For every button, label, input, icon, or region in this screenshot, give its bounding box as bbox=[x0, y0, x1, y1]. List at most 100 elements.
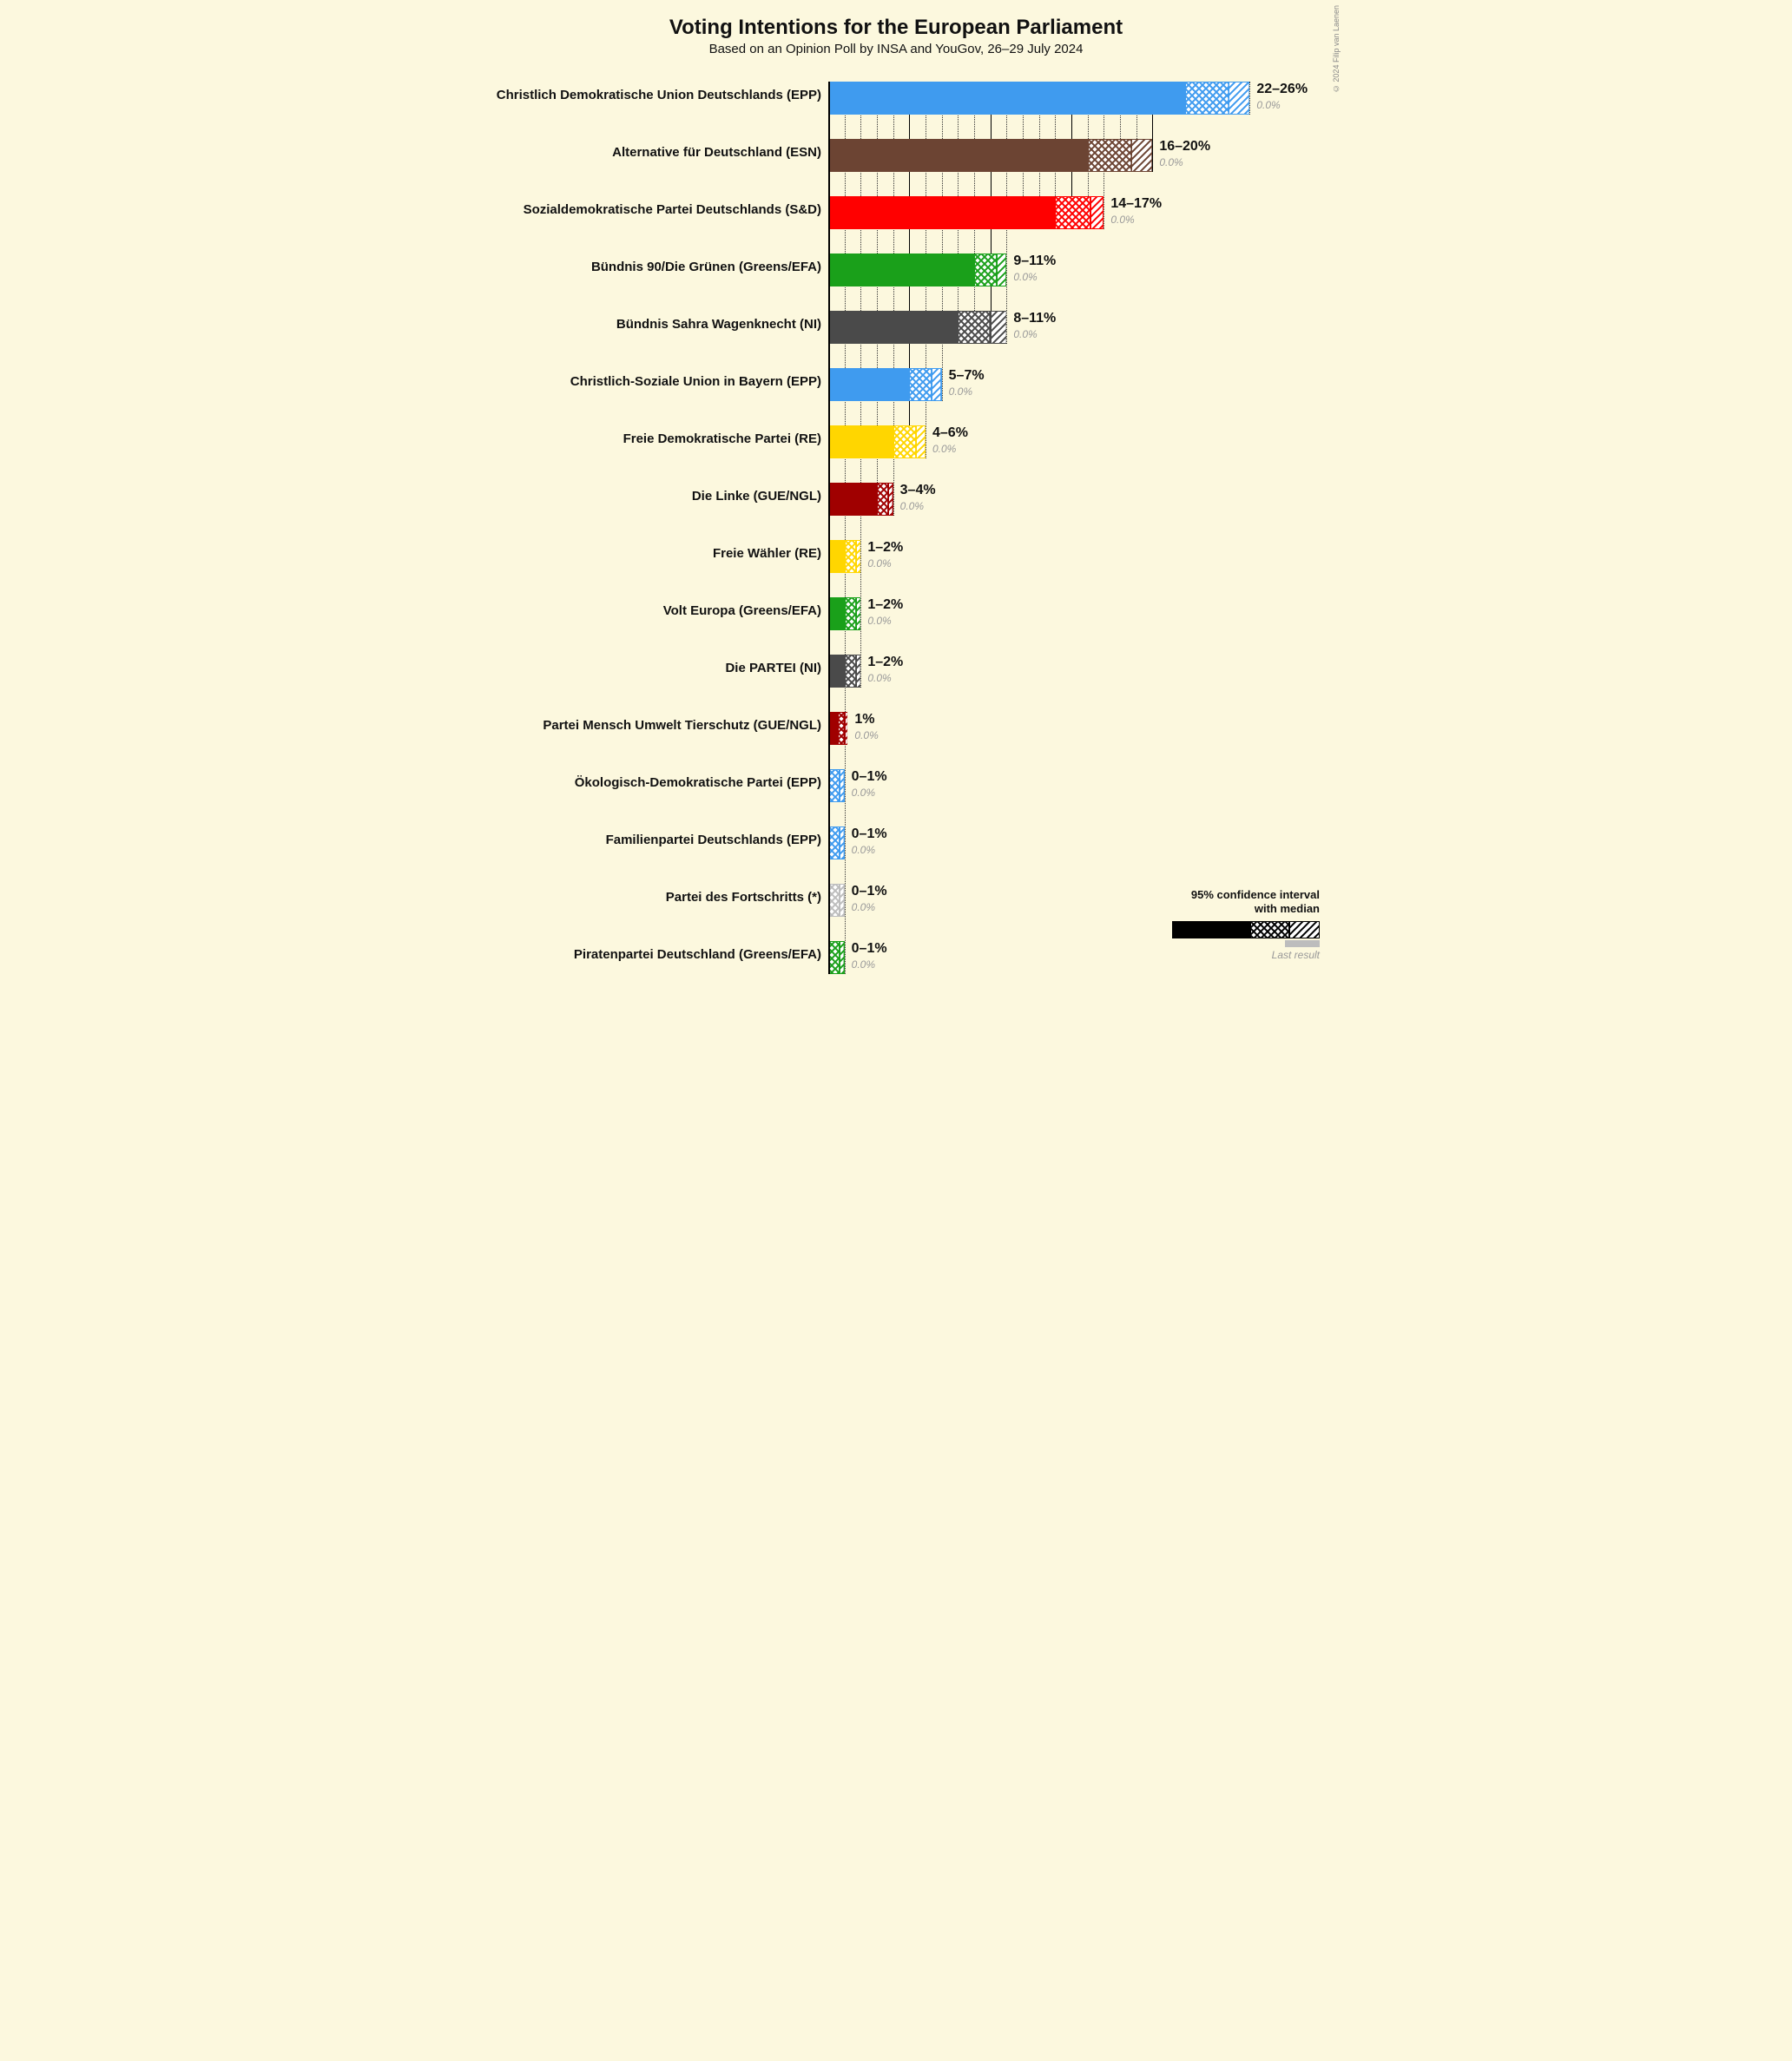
minor-gridline bbox=[942, 82, 943, 401]
bar-crosshatch bbox=[1088, 139, 1131, 172]
party-label: Christlich Demokratische Union Deutschla… bbox=[497, 88, 821, 102]
bar-diagonal bbox=[991, 311, 1007, 344]
party-row: Partei Mensch Umwelt Tierschutz (GUE/NGL… bbox=[448, 707, 1344, 750]
bar-solid bbox=[828, 425, 893, 458]
range-label: 1–2% bbox=[867, 655, 903, 670]
range-label: 0–1% bbox=[852, 769, 887, 785]
bar-diagonal bbox=[916, 425, 926, 458]
chart-page: Voting Intentions for the European Parli… bbox=[448, 0, 1344, 1030]
last-result-label: 0.0% bbox=[867, 557, 891, 570]
bar-diagonal bbox=[932, 368, 941, 401]
bar-diagonal bbox=[840, 884, 845, 917]
last-result-label: 0.0% bbox=[1256, 99, 1280, 111]
last-result-label: 0.0% bbox=[1110, 214, 1134, 226]
last-result-label: 0.0% bbox=[852, 958, 875, 971]
party-label: Piratenpartei Deutschland (Greens/EFA) bbox=[574, 947, 821, 962]
party-label: Partei Mensch Umwelt Tierschutz (GUE/NGL… bbox=[543, 718, 821, 733]
bar-crosshatch bbox=[877, 483, 888, 516]
bar-diagonal bbox=[856, 655, 861, 688]
legend-title-line1: 95% confidence interval bbox=[1191, 888, 1320, 901]
party-label: Christlich-Soziale Union in Bayern (EPP) bbox=[570, 374, 821, 389]
bar-crosshatch bbox=[974, 254, 997, 286]
bar-solid bbox=[828, 311, 958, 344]
range-label: 8–11% bbox=[1013, 311, 1056, 326]
party-row: Christlich Demokratische Union Deutschla… bbox=[448, 76, 1344, 120]
last-result-label: 0.0% bbox=[867, 615, 891, 627]
bar-diagonal bbox=[845, 712, 848, 745]
bar-solid bbox=[828, 540, 845, 573]
last-result-label: 0.0% bbox=[854, 729, 878, 741]
party-label: Volt Europa (Greens/EFA) bbox=[663, 603, 821, 618]
range-label: 4–6% bbox=[932, 425, 968, 441]
party-label: Bündnis 90/Die Grünen (Greens/EFA) bbox=[591, 260, 821, 274]
range-label: 3–4% bbox=[900, 483, 936, 498]
bar-diagonal bbox=[856, 597, 861, 630]
party-label: Familienpartei Deutschlands (EPP) bbox=[606, 833, 821, 847]
bar-crosshatch bbox=[1055, 196, 1090, 229]
bar-solid bbox=[828, 254, 974, 286]
bar-solid bbox=[828, 196, 1055, 229]
bar-diagonal bbox=[1131, 139, 1152, 172]
last-result-label: 0.0% bbox=[949, 385, 972, 398]
legend-last-bar bbox=[1285, 940, 1320, 947]
legend-title-line2: with median bbox=[1255, 902, 1320, 915]
last-result-label: 0.0% bbox=[852, 787, 875, 799]
legend-seg-solid bbox=[1172, 921, 1250, 938]
party-label: Alternative für Deutschland (ESN) bbox=[612, 145, 821, 160]
bar-crosshatch bbox=[909, 368, 932, 401]
range-label: 14–17% bbox=[1110, 196, 1162, 212]
party-row: Sozialdemokratische Partei Deutschlands … bbox=[448, 191, 1344, 234]
range-label: 0–1% bbox=[852, 941, 887, 957]
last-result-label: 0.0% bbox=[1159, 156, 1183, 168]
chart-area: Christlich Demokratische Union Deutschla… bbox=[448, 69, 1344, 990]
range-label: 9–11% bbox=[1013, 254, 1056, 269]
bar-crosshatch bbox=[845, 540, 856, 573]
party-row: Bündnis 90/Die Grünen (Greens/EFA) 9–11% 0… bbox=[448, 248, 1344, 292]
party-row: Familienpartei Deutschlands (EPP)0–1%0.0… bbox=[448, 821, 1344, 865]
last-result-label: 0.0% bbox=[1013, 271, 1037, 283]
range-label: 1% bbox=[854, 712, 874, 728]
party-row: Freie Wähler (RE)1–2%0.0% bbox=[448, 535, 1344, 578]
legend-title: 95% confidence interval with median bbox=[1172, 888, 1320, 917]
party-label: Ökologisch-Demokratische Partei (EPP) bbox=[575, 775, 821, 790]
range-label: 16–20% bbox=[1159, 139, 1210, 155]
range-label: 0–1% bbox=[852, 884, 887, 899]
bar-diagonal bbox=[840, 941, 845, 974]
legend-seg-cross bbox=[1250, 921, 1289, 938]
last-result-label: 0.0% bbox=[852, 901, 875, 913]
range-label: 1–2% bbox=[867, 597, 903, 613]
party-label: Bündnis Sahra Wagenknecht (NI) bbox=[616, 317, 821, 332]
last-result-label: 0.0% bbox=[900, 500, 924, 512]
legend-bar bbox=[1172, 921, 1320, 938]
bar-diagonal bbox=[888, 483, 893, 516]
party-label: Die PARTEI (NI) bbox=[725, 661, 821, 675]
legend-seg-diag bbox=[1289, 921, 1320, 938]
legend: 95% confidence interval with median Last… bbox=[1172, 888, 1320, 962]
bar-crosshatch bbox=[893, 425, 916, 458]
bar-diagonal bbox=[997, 254, 1006, 286]
chart-subtitle: Based on an Opinion Poll by INSA and You… bbox=[448, 42, 1344, 56]
party-label: Die Linke (GUE/NGL) bbox=[692, 489, 821, 504]
bar-crosshatch bbox=[958, 311, 990, 344]
bar-solid bbox=[828, 655, 845, 688]
party-row: Die PARTEI (NI)1–2%0.0% bbox=[448, 649, 1344, 693]
bar-crosshatch bbox=[845, 597, 856, 630]
bar-crosshatch bbox=[845, 655, 856, 688]
range-label: 1–2% bbox=[867, 540, 903, 556]
bar-solid bbox=[828, 139, 1088, 172]
party-row: Christlich-Soziale Union in Bayern (EPP)… bbox=[448, 363, 1344, 406]
range-label: 22–26% bbox=[1256, 82, 1308, 97]
party-row: Bündnis Sahra Wagenknecht (NI)8–11%0.0% bbox=[448, 306, 1344, 349]
party-label: Freie Demokratische Partei (RE) bbox=[623, 431, 821, 446]
bar-diagonal bbox=[1090, 196, 1104, 229]
party-label: Sozialdemokratische Partei Deutschlands … bbox=[524, 202, 821, 217]
bar-diagonal bbox=[856, 540, 861, 573]
legend-last-label: Last result bbox=[1172, 949, 1320, 961]
party-row: Volt Europa (Greens/EFA) 1–2% 0.0% bbox=[448, 592, 1344, 635]
party-row: Alternative für Deutschland (ESN) 16–20%0… bbox=[448, 134, 1344, 177]
party-row: Die Linke (GUE/NGL) 3–4% 0.0% bbox=[448, 477, 1344, 521]
y-axis bbox=[828, 82, 830, 974]
last-result-label: 0.0% bbox=[932, 443, 956, 455]
bar-solid bbox=[828, 597, 845, 630]
bar-solid bbox=[828, 483, 877, 516]
